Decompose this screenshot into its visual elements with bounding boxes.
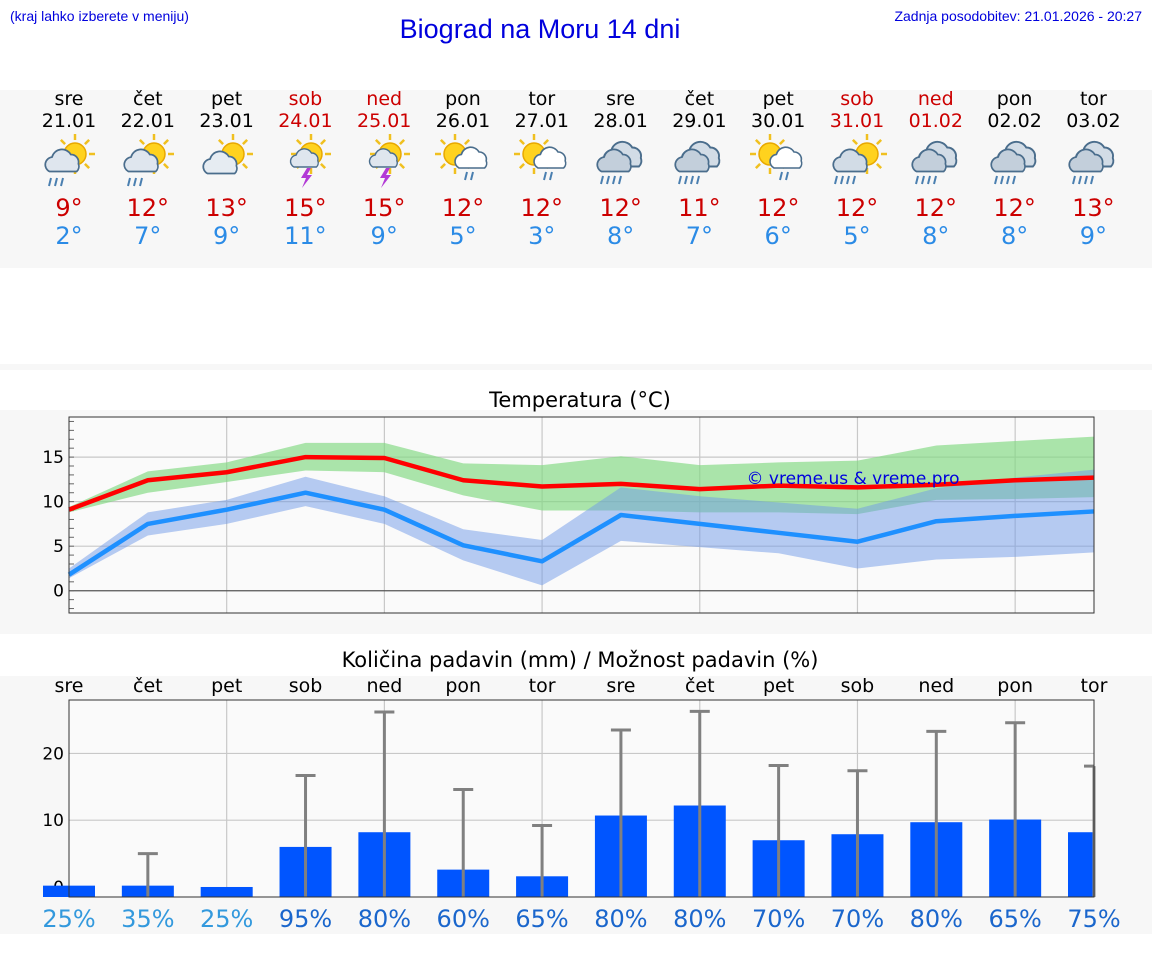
sun-cloud-light-rain-icon xyxy=(502,132,582,194)
day-column[interactable]: sob 31.01 12° 5° xyxy=(817,88,897,250)
page-title: Biograd na Moru 14 dni xyxy=(399,14,681,44)
day-column[interactable]: pon 02.02 12° 8° xyxy=(975,88,1055,250)
cloud-heavy-rain-icon xyxy=(1053,132,1133,194)
temp-min: 9° xyxy=(212,222,241,250)
day-date: 26.01 xyxy=(435,110,491,132)
day-column[interactable]: pet 30.01 12° 6° xyxy=(738,88,818,250)
sun-cloud-rain-icon xyxy=(108,132,188,194)
day-date: 21.01 xyxy=(41,110,97,132)
day-name: ned xyxy=(366,88,403,110)
temp-max: 11° xyxy=(678,194,721,222)
temp-min: 9° xyxy=(1079,222,1108,250)
header-hint[interactable]: (kraj lahko izberete v meniju) xyxy=(10,8,189,24)
day-column[interactable]: čet 29.01 11° 7° xyxy=(659,88,739,250)
cloud-heavy-rain-icon xyxy=(975,132,1055,194)
day-date: 23.01 xyxy=(199,110,254,132)
day-column[interactable]: sre 28.01 12° 8° xyxy=(581,88,661,250)
temp-max: 12° xyxy=(126,194,170,222)
day-name: pet xyxy=(762,88,794,110)
last-updated: Zadnja posodobitev: 21.01.2026 - 20:27 xyxy=(894,8,1142,24)
temp-min: 8° xyxy=(1000,222,1029,250)
day-date: 22.01 xyxy=(120,110,175,132)
temp-max: 12° xyxy=(835,194,879,222)
day-column[interactable]: ned 25.01 15° 9° xyxy=(344,88,424,250)
day-date: 25.01 xyxy=(356,110,412,132)
temp-chart-title: Temperatura (°C) xyxy=(489,388,671,412)
day-date: 02.02 xyxy=(987,110,1042,132)
sun-cloud-heavy-rain-icon xyxy=(817,132,897,194)
temp-min: 9° xyxy=(370,222,398,250)
day-name: sob xyxy=(840,88,874,110)
temp-max: 12° xyxy=(914,194,958,222)
day-column[interactable]: tor 27.01 12° 3° xyxy=(502,88,582,250)
temp-max: 12° xyxy=(993,194,1036,222)
day-date: 24.01 xyxy=(278,110,333,132)
day-name: tor xyxy=(1079,88,1107,110)
day-name: čet xyxy=(133,88,163,110)
temp-max: 12° xyxy=(756,194,800,222)
temp-max: 15° xyxy=(284,194,327,222)
temp-min: 2° xyxy=(55,222,83,250)
temp-max: 12° xyxy=(520,194,564,222)
day-date: 28.01 xyxy=(593,110,648,132)
cloud-heavy-rain-icon xyxy=(581,132,661,194)
day-column[interactable]: sob 24.01 15° 11° xyxy=(265,88,345,250)
day-date: 03.02 xyxy=(1066,110,1121,132)
temp-min: 8° xyxy=(606,222,635,250)
sun-cloud-icon xyxy=(187,132,267,194)
day-column[interactable]: sre 21.01 9° 2° xyxy=(29,88,109,250)
day-date: 31.01 xyxy=(829,110,885,132)
separator-band xyxy=(0,364,1152,370)
sun-cloud-light-rain-icon xyxy=(423,132,503,194)
temp-max: 15° xyxy=(362,194,406,222)
day-date: 01.02 xyxy=(908,110,963,132)
day-name: sob xyxy=(288,88,323,110)
sun-cloud-rain-icon xyxy=(29,132,109,194)
temp-min: 8° xyxy=(922,222,950,250)
sun-cloud-light-rain-icon xyxy=(738,132,818,194)
temp-min: 11° xyxy=(284,222,327,250)
temp-min: 6° xyxy=(764,222,792,250)
temp-min: 7° xyxy=(685,222,714,250)
day-date: 30.01 xyxy=(750,110,806,132)
temp-max: 9° xyxy=(55,194,83,222)
day-column[interactable]: čet 22.01 12° 7° xyxy=(108,88,188,250)
sun-thunderstorm-icon xyxy=(265,132,345,194)
sun-thunderstorm-icon xyxy=(344,132,424,194)
day-name: pon xyxy=(445,88,481,110)
temp-min: 3° xyxy=(528,222,556,250)
day-column[interactable]: ned 01.02 12° 8° xyxy=(896,88,976,250)
temp-max: 12° xyxy=(441,194,485,222)
temp-min: 7° xyxy=(134,222,162,250)
day-name: čet xyxy=(684,88,715,110)
precip-chart-title: Količina padavin (mm) / Možnost padavin … xyxy=(341,648,819,672)
day-name: tor xyxy=(528,88,556,110)
day-forecast-strip: sre 21.01 9° 2° čet 22.01 12° 7° pet 23.01 13° 9° so… xyxy=(0,88,1152,268)
day-name: pon xyxy=(996,88,1033,110)
day-name: ned xyxy=(917,88,954,110)
day-name: sre xyxy=(54,88,84,110)
cloud-heavy-rain-icon xyxy=(659,132,739,194)
temp-max: 13° xyxy=(1072,194,1115,222)
temp-min: 5° xyxy=(449,222,477,250)
forecast-band xyxy=(0,90,1152,268)
temp-max: 12° xyxy=(599,194,642,222)
temp-chart-band xyxy=(0,410,1152,634)
temp-min: 5° xyxy=(843,222,871,250)
day-name: sre xyxy=(606,88,636,110)
temp-max: 13° xyxy=(205,194,248,222)
cloud-heavy-rain-icon xyxy=(896,132,976,194)
precip-chart-band xyxy=(0,676,1152,934)
day-date: 27.01 xyxy=(514,110,569,132)
day-date: 29.01 xyxy=(672,110,727,132)
day-column[interactable]: pon 26.01 12° 5° xyxy=(423,88,503,250)
day-column[interactable]: tor 03.02 13° 9° xyxy=(1053,88,1133,250)
day-column[interactable]: pet 23.01 13° 9° xyxy=(187,88,267,250)
day-name: pet xyxy=(210,88,243,110)
